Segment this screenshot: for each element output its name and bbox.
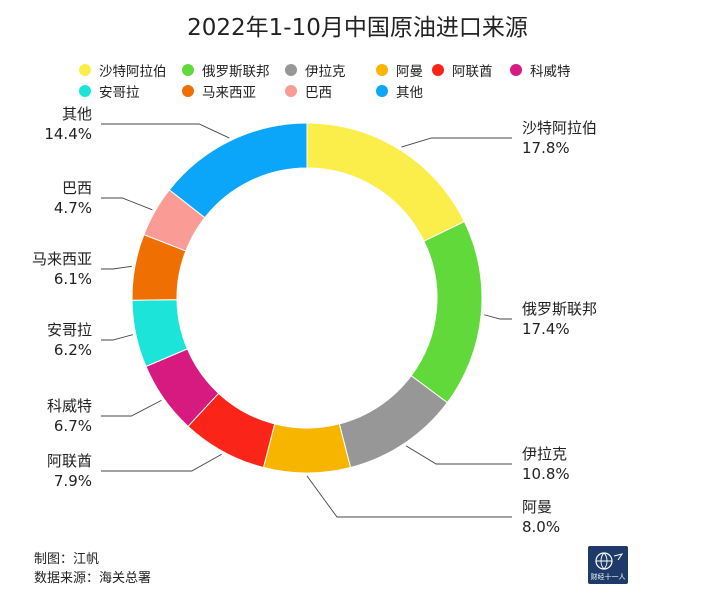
author-credit: 制图：江帆	[34, 552, 100, 567]
callout-line	[101, 123, 230, 139]
slice-category-label: 安哥拉	[47, 321, 92, 339]
legend-swatch	[376, 64, 388, 76]
legend-item: 阿联酋	[432, 60, 493, 80]
slice-category-label: 科威特	[47, 397, 92, 415]
legend-swatch	[510, 64, 522, 76]
slice-category-label: 阿联酋	[47, 452, 92, 470]
legend-swatch	[182, 85, 194, 97]
slice-value-label: 10.8%	[522, 465, 570, 483]
slice-value-label: 6.2%	[54, 341, 92, 359]
callout-line	[101, 453, 222, 472]
slice-category-label: 巴西	[62, 179, 92, 197]
legend-label: 沙特阿拉伯	[99, 64, 167, 80]
legend-item: 巴西	[285, 81, 332, 101]
callout-line	[101, 399, 162, 417]
callout-line	[484, 314, 512, 320]
data-source: 数据来源：海关总署	[34, 571, 152, 586]
slice-value-label: 4.7%	[54, 199, 92, 217]
callout-line	[401, 137, 512, 148]
callout-line	[306, 475, 512, 518]
slice-value-label: 14.4%	[44, 125, 92, 143]
legend-item: 科威特	[510, 60, 571, 80]
brand-logo: 财经十一人	[588, 546, 628, 584]
legend-label: 阿曼	[396, 64, 423, 80]
legend-swatch	[376, 85, 388, 97]
slice-value-label: 6.1%	[54, 270, 92, 288]
legend-item: 俄罗斯联邦	[182, 60, 270, 80]
legend-label: 巴西	[305, 85, 332, 101]
slice-value-label: 6.7%	[54, 417, 92, 435]
slice-category-label: 马来西亚	[32, 250, 92, 268]
legend-swatch	[285, 85, 297, 97]
legend-item: 阿曼	[376, 60, 423, 80]
slice-category-label: 伊拉克	[522, 445, 567, 463]
legend-swatch	[79, 64, 91, 76]
legend-item: 伊拉克	[285, 60, 346, 80]
legend-label: 其他	[396, 85, 423, 101]
slice-value-label: 8.0%	[522, 518, 560, 536]
legend-label: 阿联酋	[452, 64, 493, 80]
slice-value-label: 17.4%	[522, 320, 570, 338]
globe-icon	[595, 552, 624, 570]
slice-category-label: 俄罗斯联邦	[522, 300, 597, 318]
chart-title: 2022年1-10月中国原油进口来源	[187, 15, 528, 41]
callout-line	[101, 334, 133, 341]
donut-slice	[262, 423, 352, 474]
callout-line	[101, 265, 132, 270]
slice-category-label: 沙特阿拉伯	[522, 119, 597, 137]
legend-item: 安哥拉	[79, 81, 140, 101]
slice-value-label: 17.8%	[522, 139, 570, 157]
legend-label: 科威特	[530, 64, 571, 80]
slice-category-label: 其他	[62, 105, 92, 123]
callout-line	[101, 197, 153, 211]
slice-category-label: 阿曼	[522, 498, 552, 516]
callout-line	[405, 445, 512, 465]
legend-swatch	[285, 64, 297, 76]
legend-label: 安哥拉	[99, 85, 140, 101]
legend-swatch	[432, 64, 444, 76]
legend-label: 伊拉克	[305, 64, 346, 80]
legend-swatch	[182, 64, 194, 76]
legend-label: 马来西亚	[202, 85, 256, 101]
logo-text: 财经十一人	[590, 573, 626, 581]
donut-slice	[306, 122, 466, 242]
donut-slice	[168, 122, 308, 219]
legend-item: 马来西亚	[182, 81, 256, 101]
donut-slice	[410, 220, 483, 404]
slice-value-label: 7.9%	[54, 472, 92, 490]
legend-swatch	[79, 85, 91, 97]
legend-label: 俄罗斯联邦	[202, 64, 270, 80]
legend-item: 其他	[376, 81, 423, 101]
legend-item: 沙特阿拉伯	[79, 60, 167, 80]
